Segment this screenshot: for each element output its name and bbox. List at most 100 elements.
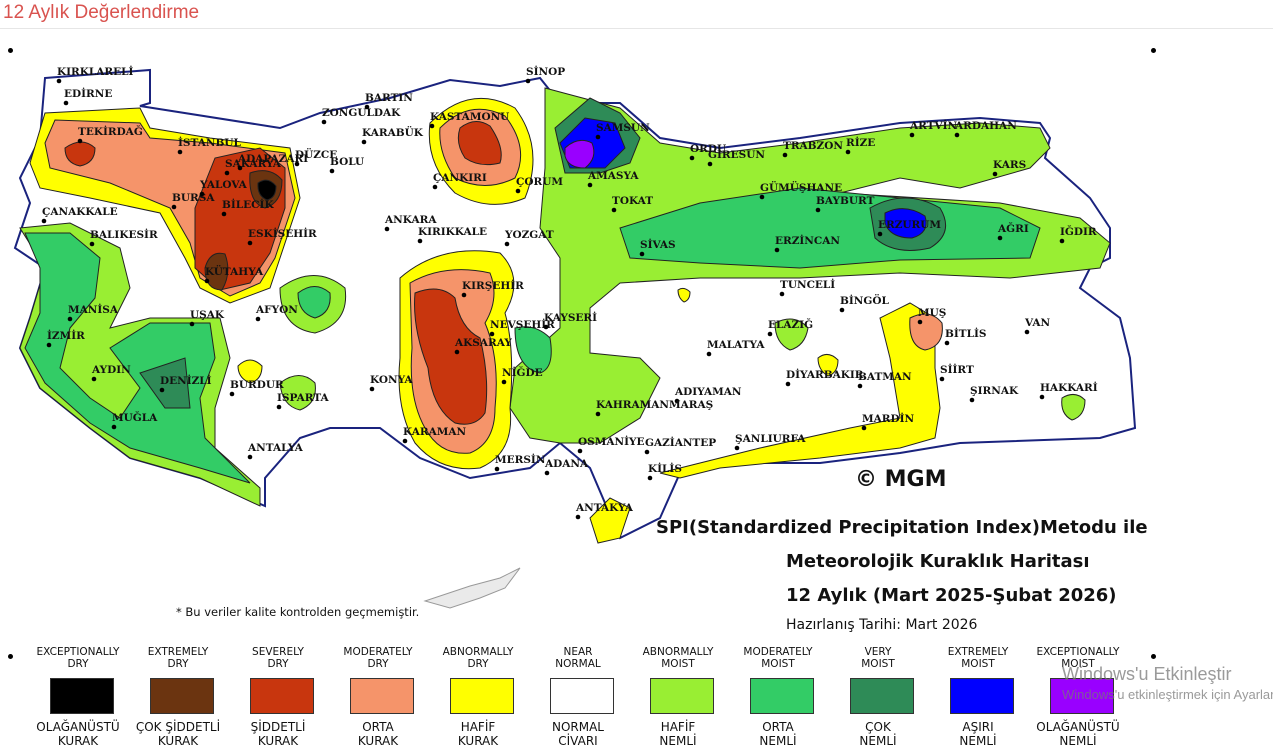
city-label: DİYARBAKIR — [786, 367, 864, 381]
city-marker — [159, 387, 165, 393]
legend-label-tr: HAFİF NEMLİ — [659, 720, 697, 748]
city-label: BARTIN — [365, 92, 413, 104]
city-marker — [857, 383, 863, 389]
city-marker — [515, 188, 521, 194]
city-marker — [429, 123, 435, 129]
legend-label-tr: HAFİF KURAK — [457, 720, 499, 748]
city-marker — [969, 397, 975, 403]
city-label: YOZGAT — [504, 229, 554, 241]
city-marker — [454, 349, 460, 355]
legend-label-en: VERY MOIST — [861, 646, 895, 670]
city-marker — [759, 194, 765, 200]
legend-swatch — [50, 678, 114, 714]
legend-label-en: EXCEPTIONALLY MOIST — [1036, 646, 1120, 670]
zone-moderately-moist-nevsehir — [514, 326, 552, 374]
zone-moist-isparta — [279, 375, 316, 411]
legend-label-en: EXTREMELY DRY — [147, 646, 209, 670]
city-label: AKSARAY — [454, 337, 512, 349]
city-label: RİZE — [846, 135, 875, 149]
corner-dot-bottom-left — [8, 654, 13, 659]
city-label: VAN — [1024, 317, 1050, 329]
city-marker — [204, 278, 210, 284]
city-marker — [706, 351, 712, 357]
city-marker — [63, 100, 69, 106]
legend-item: EXCEPTIONALLY DRY OLAĞANÜSTÜ KURAK — [28, 644, 128, 754]
city-label: ANTALYA — [247, 442, 304, 454]
city-label: BİTLİS — [945, 326, 986, 340]
legend-swatch — [250, 678, 314, 714]
zone-moderately-moist-west — [24, 232, 251, 484]
zone-moderately-moist-afyon — [297, 286, 331, 319]
city-label: KÜTAHYA — [205, 264, 264, 278]
city-label: BOLU — [330, 156, 364, 168]
city-marker — [364, 104, 370, 110]
city-marker — [501, 379, 507, 385]
legend-label-en: EXCEPTIONALLY DRY — [36, 646, 120, 670]
legend-item: MODERATELY MOIST ORTA NEMLİ — [728, 644, 828, 754]
city-label: İZMİR — [47, 328, 85, 342]
legend-label-en: SEVERELY DRY — [252, 646, 304, 670]
city-marker — [189, 321, 195, 327]
city-label: KASTAMONU — [430, 111, 509, 123]
legend-item: NEAR NORMAL NORMAL CİVARI — [528, 644, 628, 754]
watermark-line-2: Windows'u etkinleştirmek için Ayarlar'a … — [1062, 687, 1273, 702]
city-label: MALATYA — [707, 339, 765, 351]
city-label: OSMANİYE — [578, 434, 645, 448]
page-header: 12 Aylık Değerlendirme — [0, 0, 1273, 29]
city-label: IĞDIR — [1060, 224, 1097, 238]
zone-dry-malatya-spot — [677, 287, 691, 303]
city-label: ZONGULDAK — [322, 107, 401, 119]
map-prepared-date: Hazırlanış Tarihi: Mart 2026 — [786, 617, 978, 633]
legend-label-tr: ORTA KURAK — [357, 720, 399, 748]
city-label: ORDU — [690, 143, 726, 155]
city-label: ÇANKIRI — [433, 172, 487, 184]
city-label: BATMAN — [858, 371, 912, 383]
legend-label-tr: ŞİDDETLİ KURAK — [250, 720, 306, 748]
city-label: YALOVA — [199, 179, 248, 191]
city-label: ARDAHAN — [954, 120, 1017, 132]
zone-moist-elazig — [774, 318, 809, 351]
city-marker — [944, 340, 950, 346]
city-marker — [917, 319, 923, 325]
zone-exceptionally-dry-sakarya — [257, 179, 277, 201]
city-marker — [276, 404, 282, 410]
city-marker — [247, 240, 253, 246]
legend-label-en: NEAR NORMAL — [555, 646, 601, 670]
city-label: TEKİRDAĞ — [78, 124, 143, 138]
city-label: KAHRAMANMARAŞ — [596, 399, 713, 411]
city-label: ÇORUM — [516, 176, 563, 188]
city-label: SİİRT — [940, 362, 974, 376]
city-marker — [639, 251, 645, 257]
city-label: TOKAT — [612, 195, 653, 207]
legend-item: ABNORMALLY DRY HAFİF KURAK — [428, 644, 528, 754]
city-label: DENİZLİ — [160, 373, 212, 387]
city-label: KAYSERİ — [544, 310, 597, 324]
city-label: EDİRNE — [64, 86, 112, 100]
city-label: AĞRI — [997, 221, 1029, 235]
city-marker — [67, 316, 73, 322]
page-title: 12 Aylık Değerlendirme — [3, 2, 200, 23]
city-label: ERZURUM — [878, 219, 941, 231]
city-marker — [992, 171, 998, 177]
city-label: ADANA — [544, 458, 589, 470]
city-marker — [321, 119, 327, 125]
city-marker — [247, 454, 253, 460]
city-label: KIRIKKALE — [418, 226, 487, 238]
city-marker — [91, 376, 97, 382]
city-label: BİLECİK — [222, 197, 274, 211]
city-marker — [177, 149, 183, 155]
city-label: NEVŞEHİR — [490, 317, 555, 331]
city-label: SAMSUN — [596, 122, 650, 134]
city-marker — [525, 78, 531, 84]
zone-extremely-moist-erzurum — [884, 208, 927, 239]
city-marker — [329, 168, 335, 174]
city-marker — [707, 161, 713, 167]
city-marker — [384, 226, 390, 232]
city-marker — [461, 292, 467, 298]
city-label: UŞAK — [190, 309, 225, 321]
city-label: GİRESUN — [708, 147, 765, 161]
city-label: KARABÜK — [362, 125, 424, 139]
city-marker — [494, 466, 500, 472]
zone-moist-hakkari — [1061, 394, 1086, 421]
city-label: KIRŞEHİR — [462, 278, 524, 292]
